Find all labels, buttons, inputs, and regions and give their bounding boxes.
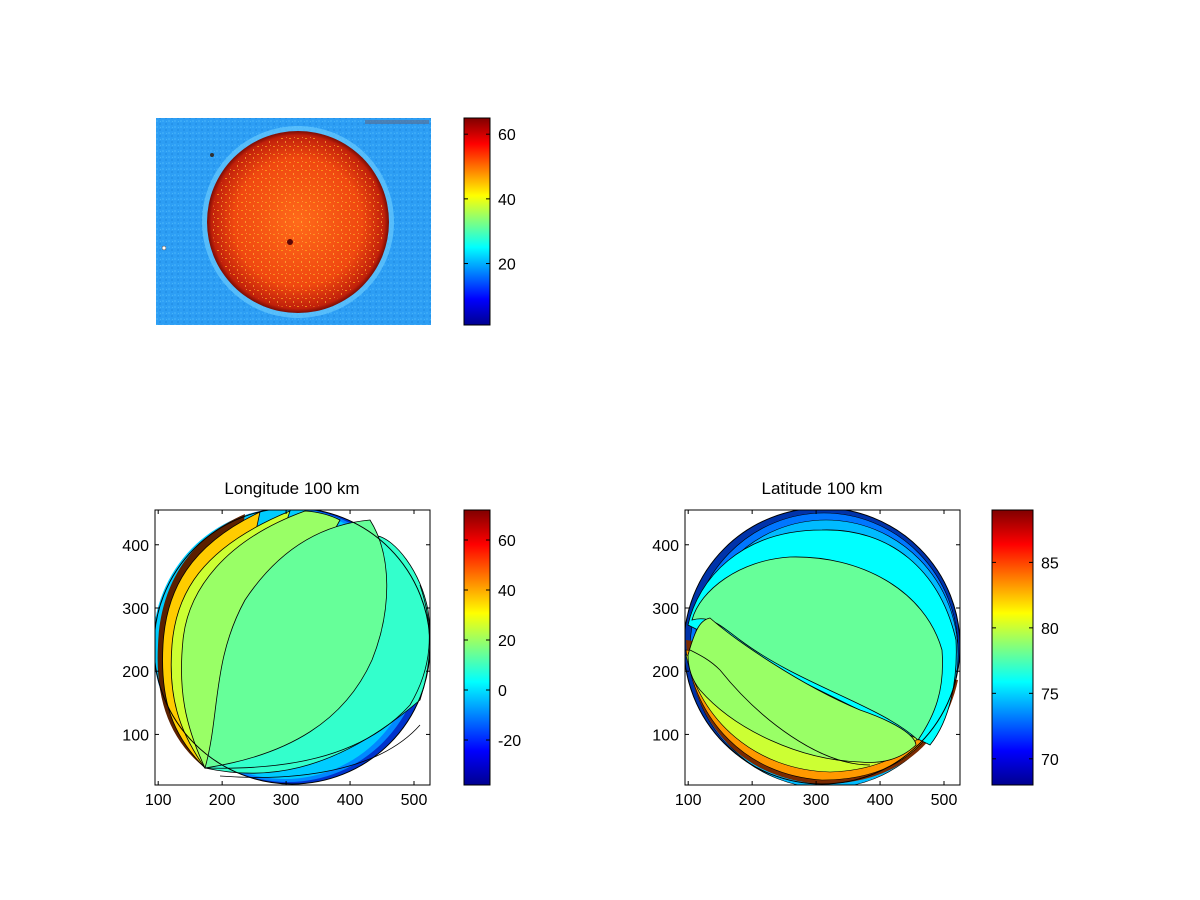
longitude-x-ticks: 100 200 300 400 500 (145, 510, 428, 809)
y-tick-label: 100 (122, 727, 149, 744)
latitude-axes-frame (684, 509, 961, 786)
image-panel (156, 118, 431, 325)
latitude-band-3 (687, 617, 917, 763)
colorbar-image-bar (463, 117, 491, 326)
image-dot-2 (161, 245, 167, 251)
colorbar-image: 20 40 60 (463, 117, 516, 326)
colorbar-tick-label: 70 (1041, 752, 1059, 769)
colorbar-longitude-bar (463, 509, 491, 786)
sunspot (287, 239, 293, 245)
sun-disk-texture (212, 136, 384, 308)
y-tick-label: 200 (122, 664, 149, 681)
longitude-axes-frame (154, 509, 431, 786)
longitude-y-ticks: 100 200 300 400 (122, 538, 430, 744)
colorbar-tick-label: 20 (498, 257, 516, 274)
colorbar-tick-label: 20 (498, 633, 516, 650)
colorbar-tick-label: 0 (498, 683, 507, 700)
y-tick-label: 300 (122, 601, 149, 618)
x-tick-label: 200 (209, 792, 236, 809)
latitude-disk-outline (685, 510, 960, 785)
x-tick-label: 100 (675, 792, 702, 809)
image-dot-1 (210, 153, 214, 157)
longitude-band-1 (204, 519, 388, 769)
colorbar-longitude: -20 0 20 40 60 (463, 509, 521, 786)
x-tick-label: 500 (401, 792, 428, 809)
x-tick-label: 100 (145, 792, 172, 809)
image-stamp (365, 120, 429, 124)
longitude-title: Longitude 100 km (224, 479, 359, 498)
colorbar-tick-label: 60 (498, 127, 516, 144)
x-tick-label: 400 (867, 792, 894, 809)
y-tick-label: 100 (652, 727, 679, 744)
colorbar-latitude-bar (991, 509, 1034, 786)
latitude-x-ticks: 100 200 300 400 500 (675, 510, 958, 809)
latitude-title: Latitude 100 km (762, 479, 883, 498)
colorbar-tick-label: 80 (1041, 621, 1059, 638)
longitude-disk-outline (155, 510, 430, 785)
latitude-plot: 100 200 300 400 500 100 200 300 400 (652, 509, 961, 809)
longitude-plot: 100 200 300 400 500 100 200 300 400 (122, 509, 431, 809)
y-tick-label: 300 (652, 601, 679, 618)
x-tick-label: 300 (273, 792, 300, 809)
colorbar-tick-label: -20 (498, 733, 521, 750)
colorbar-latitude: 70 75 80 85 (991, 509, 1059, 786)
colorbar-tick-label: 40 (498, 583, 516, 600)
colorbar-tick-label: 75 (1041, 686, 1059, 703)
x-tick-label: 500 (931, 792, 958, 809)
y-tick-label: 400 (652, 538, 679, 555)
colorbar-longitude-ticks: -20 0 20 40 60 (464, 533, 521, 750)
colorbar-tick-label: 40 (498, 192, 516, 209)
latitude-contour-1 (689, 649, 871, 766)
latitude-band-1 (691, 556, 943, 741)
x-tick-label: 400 (337, 792, 364, 809)
colorbar-image-ticks: 20 40 60 (464, 127, 516, 274)
y-tick-label: 200 (652, 664, 679, 681)
x-tick-label: 300 (803, 792, 830, 809)
colorbar-latitude-ticks: 70 75 80 85 (992, 555, 1059, 769)
colorbar-tick-label: 60 (498, 533, 516, 550)
x-tick-label: 200 (739, 792, 766, 809)
y-tick-label: 400 (122, 538, 149, 555)
latitude-y-ticks: 100 200 300 400 (652, 538, 960, 744)
colorbar-tick-label: 85 (1041, 555, 1059, 572)
